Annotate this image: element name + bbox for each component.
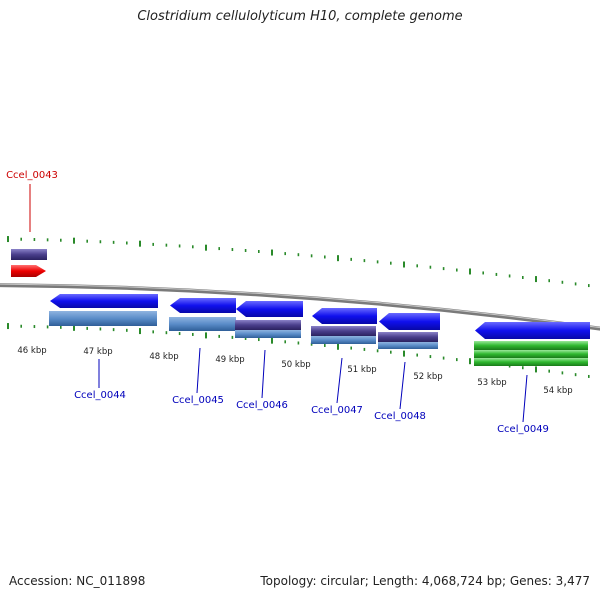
gene-labels: Ccel_0043 Ccel_0044 Ccel_0045 Ccel_0046 Ccel…: [6, 170, 549, 435]
gene-feature-ccel-0046-b[interactable]: [235, 330, 301, 338]
gene-feature-ccel-0048-b[interactable]: [378, 342, 438, 349]
gene-feature-ccel-0048[interactable]: [378, 332, 438, 342]
genome-summary: Topology: circular; Length: 4,068,724 bp…: [260, 574, 590, 588]
gene-label-ccel-0049[interactable]: Ccel_0049: [497, 424, 549, 435]
gene-leader-line: [522, 374, 528, 423]
summary-separator: ;: [502, 574, 510, 588]
gene-label-ccel-0043[interactable]: Ccel_0043: [6, 170, 58, 181]
cds-arrow-ccel-0047[interactable]: [312, 308, 377, 324]
gene-feature-ccel-0047[interactable]: [311, 326, 376, 336]
genes-count-label: Genes: 3,477: [509, 574, 590, 588]
gene-label-ccel-0047[interactable]: Ccel_0047: [311, 405, 363, 416]
gene-label-ccel-0048[interactable]: Ccel_0048: [374, 411, 426, 422]
accession-label: Accession: NC_011898: [9, 574, 146, 588]
genome-backbone-highlight: [0, 283, 600, 329]
tick-label: 49 kbp: [215, 355, 244, 365]
cds-arrow-ccel-0046[interactable]: [236, 301, 303, 317]
gene-feature-ccel-0046[interactable]: [235, 320, 301, 330]
gene-feature-ccel-0045[interactable]: [169, 317, 236, 331]
cds-arrow-ccel-0045[interactable]: [170, 298, 236, 313]
topology-label: Topology: circular: [260, 574, 365, 588]
tick-label: 50 kbp: [281, 360, 310, 370]
tick-label: 47 kbp: [83, 347, 112, 357]
tick-label: 48 kbp: [149, 352, 178, 362]
gene-leader-line: [196, 347, 201, 394]
gene-leader-line: [336, 357, 343, 404]
gene-feature-ccel-0043[interactable]: [11, 249, 47, 260]
gene-feature-ccel-0047-b[interactable]: [311, 336, 376, 344]
cds-arrow-ccel-0048[interactable]: [379, 313, 440, 330]
cds-arrow-ccel-0044[interactable]: [50, 294, 158, 308]
gene-leader-line: [261, 349, 266, 399]
gene-label-ccel-0046[interactable]: Ccel_0046: [236, 400, 288, 411]
genome-backbone: [0, 283, 600, 331]
gene-label-ccel-0044[interactable]: Ccel_0044: [74, 390, 126, 401]
map-title: Clostridium cellulolyticum H10, complete…: [137, 9, 463, 24]
tick-label: 51 kbp: [347, 365, 376, 375]
tick-labels: 46 kbp 47 kbp 48 kbp 49 kbp 50 kbp 51 kbp 52 k…: [17, 346, 572, 396]
gene-label-ccel-0045[interactable]: Ccel_0045: [172, 395, 224, 406]
length-label: Length: 4,068,724 bp: [372, 574, 502, 588]
rrna-feature-ccel-0049[interactable]: [474, 341, 588, 350]
tick-label: 52 kbp: [413, 372, 442, 382]
feature-track: [11, 249, 590, 366]
gene-leader-line: [399, 361, 406, 410]
rrna-feature-ccel-0049-b[interactable]: [474, 350, 588, 358]
tick-label: 53 kbp: [477, 378, 506, 388]
cds-arrow-ccel-0049[interactable]: [475, 322, 590, 339]
rrna-feature-ccel-0049-c[interactable]: [474, 358, 588, 366]
outer-tick-ring: [7, 236, 590, 288]
gene-feature-ccel-0044[interactable]: [49, 311, 157, 326]
cds-arrow-ccel-0043[interactable]: [11, 265, 46, 277]
tick-label: 54 kbp: [543, 386, 572, 396]
summary-separator: ;: [364, 574, 373, 588]
tick-label: 46 kbp: [17, 346, 46, 356]
